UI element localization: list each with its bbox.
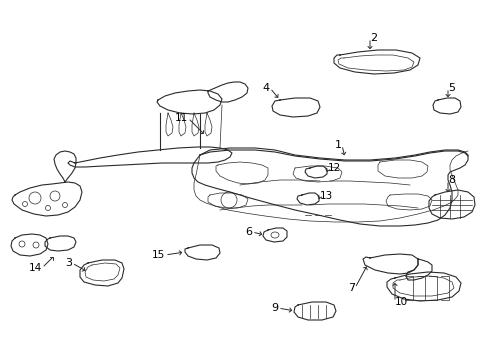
Text: 11: 11	[175, 113, 188, 123]
Text: 1: 1	[335, 140, 342, 150]
Text: 9: 9	[271, 303, 278, 313]
Text: 2: 2	[370, 33, 377, 43]
Text: 6: 6	[245, 227, 252, 237]
Text: 8: 8	[448, 175, 455, 185]
Text: 3: 3	[65, 258, 72, 268]
Text: 7: 7	[348, 283, 355, 293]
Text: 10: 10	[395, 297, 408, 307]
Text: 4: 4	[263, 83, 270, 93]
Text: 12: 12	[328, 163, 341, 173]
Text: 14: 14	[29, 263, 42, 273]
Text: 15: 15	[152, 250, 165, 260]
Text: 5: 5	[448, 83, 455, 93]
Text: 13: 13	[320, 191, 333, 201]
